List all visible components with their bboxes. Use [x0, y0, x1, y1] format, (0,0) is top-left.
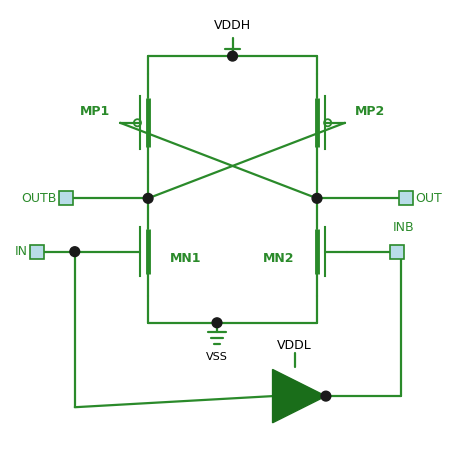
Circle shape: [321, 391, 331, 401]
Text: INB: INB: [392, 221, 414, 234]
Text: MP1: MP1: [80, 105, 110, 118]
Circle shape: [312, 194, 322, 203]
Text: MN2: MN2: [263, 252, 295, 265]
Circle shape: [212, 318, 222, 328]
Bar: [59, 191, 73, 206]
Bar: [30, 244, 44, 259]
Text: MP2: MP2: [355, 105, 385, 118]
Text: VDDH: VDDH: [214, 18, 251, 32]
Circle shape: [70, 247, 80, 256]
Text: VDDL: VDDL: [277, 339, 312, 351]
Circle shape: [143, 194, 153, 203]
Text: VSS: VSS: [206, 351, 228, 362]
Circle shape: [228, 51, 237, 61]
Polygon shape: [273, 369, 326, 423]
Text: OUTB: OUTB: [22, 192, 57, 205]
Text: MN1: MN1: [170, 252, 202, 265]
Text: OUT: OUT: [415, 192, 441, 205]
Text: IN: IN: [15, 245, 28, 258]
Bar: [399, 191, 413, 206]
Bar: [390, 244, 404, 259]
